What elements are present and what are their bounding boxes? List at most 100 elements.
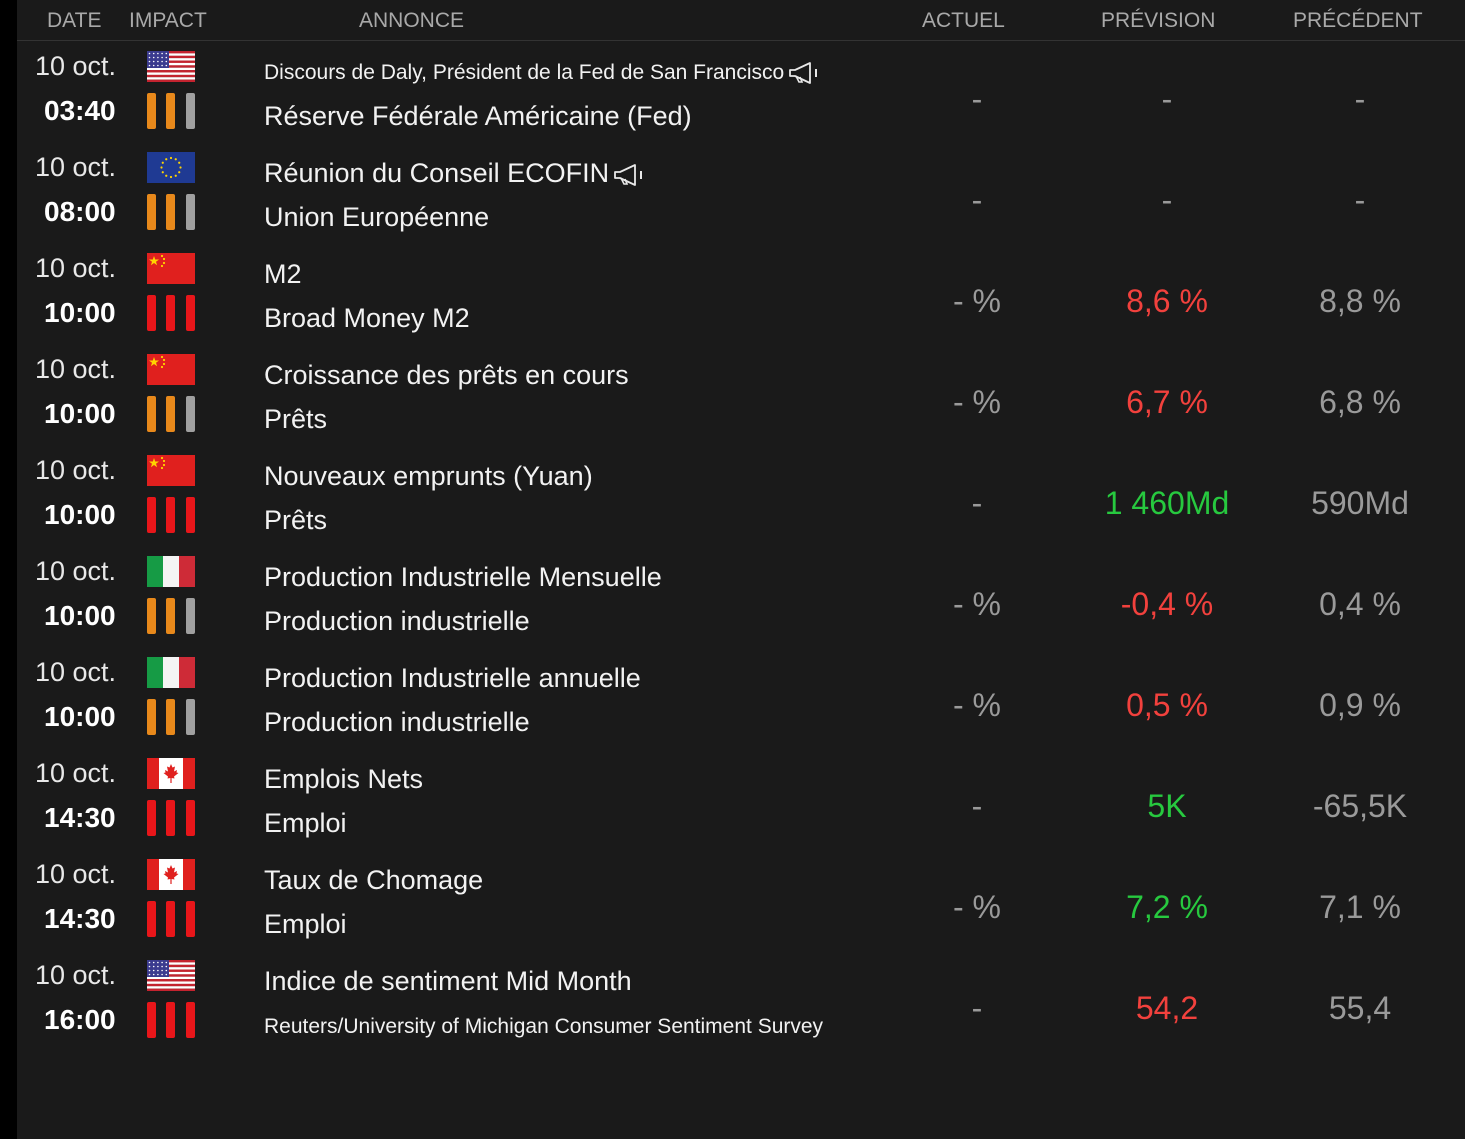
impact-bar xyxy=(166,699,175,735)
prevision-value: 1 460Md xyxy=(1104,485,1230,521)
event-time: 14:30 xyxy=(44,903,116,934)
precedent-value: 55,4 xyxy=(1328,990,1392,1026)
prevision-value: - xyxy=(1161,81,1173,117)
event-time: 10:00 xyxy=(44,297,116,328)
event-category: Prêts xyxy=(264,505,328,535)
actuel-value: - xyxy=(971,485,983,521)
impact-bar xyxy=(186,497,195,533)
eu-flag-icon xyxy=(147,152,195,183)
event-row[interactable]: 10 oct. 14:30 Taux de Chomage Emploi - % 7,2 … xyxy=(17,857,1465,958)
impact-bar xyxy=(147,699,156,735)
impact-bar xyxy=(186,1002,195,1038)
event-title: Discours de Daly, Président de la Fed de… xyxy=(264,61,824,85)
event-row[interactable]: 10 oct. 03:40 Discours de Daly, Président … xyxy=(17,49,1465,150)
impact-indicator xyxy=(147,295,195,331)
impact-bar xyxy=(147,901,156,937)
impact-bar xyxy=(166,295,175,331)
event-row[interactable]: 10 oct. 10:00 Production Industrielle annu… xyxy=(17,655,1465,756)
event-title: Réunion du Conseil ECOFIN xyxy=(264,158,649,189)
precedent-value: 7,1 % xyxy=(1319,889,1401,925)
table-header: DATE IMPACT ANNONCE ACTUEL PRÉVISION PRÉ… xyxy=(17,0,1465,41)
impact-indicator xyxy=(147,800,195,836)
actuel-value: - xyxy=(971,81,983,117)
event-date: 10 oct. xyxy=(35,758,117,788)
impact-bar xyxy=(147,396,156,432)
actuel-value: - % xyxy=(953,687,1001,723)
precedent-value: - xyxy=(1354,182,1366,218)
event-time: 10:00 xyxy=(44,600,116,631)
event-row[interactable]: 10 oct. 08:00 Réunion du Conseil ECOFIN Uni… xyxy=(17,150,1465,251)
event-row[interactable]: 10 oct. 14:30 Emplois Nets Emploi - 5K -65,5K xyxy=(17,756,1465,857)
event-time: 10:00 xyxy=(44,701,116,732)
header-date: DATE xyxy=(47,9,102,32)
impact-bar xyxy=(166,93,175,129)
event-row[interactable]: 10 oct. 10:00 Croissance des prêts en cour… xyxy=(17,352,1465,453)
impact-bar xyxy=(147,1002,156,1038)
event-category: Union Européenne xyxy=(264,202,490,232)
impact-bar xyxy=(147,598,156,634)
event-date: 10 oct. xyxy=(35,556,117,586)
event-title-text: Emplois Nets xyxy=(264,764,424,794)
event-title-text: Nouveaux emprunts (Yuan) xyxy=(264,461,593,491)
prevision-value: 7,2 % xyxy=(1126,889,1208,925)
event-title: Emplois Nets xyxy=(264,764,423,795)
event-category: Reuters/University of Michigan Consumer … xyxy=(264,1015,824,1038)
event-title-text: Réunion du Conseil ECOFIN xyxy=(264,158,610,188)
precedent-value: 0,4 % xyxy=(1319,586,1401,622)
impact-bar xyxy=(186,93,195,129)
megaphone-icon xyxy=(789,62,818,85)
impact-bar xyxy=(147,295,156,331)
header-precedent: PRÉCÉDENT xyxy=(1293,9,1423,32)
event-time: 10:00 xyxy=(44,398,116,429)
event-date: 10 oct. xyxy=(35,960,117,990)
event-title: Taux de Chomage xyxy=(264,865,483,896)
impact-bar xyxy=(166,598,175,634)
event-date: 10 oct. xyxy=(35,253,117,283)
actuel-value: - % xyxy=(953,283,1001,319)
actuel-value: - xyxy=(971,788,983,824)
event-time: 08:00 xyxy=(44,196,116,227)
event-date: 10 oct. xyxy=(35,455,117,485)
china-flag-icon xyxy=(147,354,195,385)
event-category: Emploi xyxy=(264,909,347,939)
impact-indicator xyxy=(147,699,195,735)
italy-flag-icon xyxy=(147,556,195,587)
event-row[interactable]: 10 oct. 16:00 Indice de sentiment Mid Mont… xyxy=(17,958,1465,1059)
impact-bar xyxy=(166,497,175,533)
impact-bar xyxy=(166,1002,175,1038)
event-category: Emploi xyxy=(264,808,347,838)
event-title-text: Production Industrielle Mensuelle xyxy=(264,562,662,592)
precedent-value: 8,8 % xyxy=(1319,283,1401,319)
event-title-text: M2 xyxy=(264,259,302,289)
canada-flag-icon xyxy=(147,859,195,890)
prevision-value: 0,5 % xyxy=(1126,687,1208,723)
precedent-value: 590Md xyxy=(1311,485,1409,521)
impact-bar xyxy=(186,901,195,937)
italy-flag-icon xyxy=(147,657,195,688)
prevision-value: 8,6 % xyxy=(1126,283,1208,319)
event-date: 10 oct. xyxy=(35,657,117,687)
header-annonce: ANNONCE xyxy=(359,9,465,32)
china-flag-icon xyxy=(147,253,195,284)
impact-indicator xyxy=(147,497,195,533)
precedent-value: 0,9 % xyxy=(1319,687,1401,723)
event-date: 10 oct. xyxy=(35,51,117,81)
event-title-text: Production Industrielle annuelle xyxy=(264,663,641,693)
event-row[interactable]: 10 oct. 10:00 Production Industrielle Mens… xyxy=(17,554,1465,655)
impact-bar xyxy=(186,396,195,432)
impact-indicator xyxy=(147,598,195,634)
prevision-value: 5K xyxy=(1147,788,1187,824)
actuel-value: - xyxy=(971,990,983,1026)
event-title: Nouveaux emprunts (Yuan) xyxy=(264,461,593,492)
event-title-text: Discours de Daly, Président de la Fed de… xyxy=(264,61,785,84)
actuel-value: - % xyxy=(953,384,1001,420)
precedent-value: - xyxy=(1354,81,1366,117)
prevision-value: - xyxy=(1161,182,1173,218)
header-prevision: PRÉVISION xyxy=(1101,9,1216,32)
event-date: 10 oct. xyxy=(35,354,117,384)
event-title: Production Industrielle annuelle xyxy=(264,663,641,694)
megaphone-icon xyxy=(614,163,643,186)
event-category: Production industrielle xyxy=(264,707,530,737)
event-row[interactable]: 10 oct. 10:00 M2 Broad Money M2 - % 8,6 % 8,8 … xyxy=(17,251,1465,352)
event-row[interactable]: 10 oct. 10:00 Nouveaux emprunts (Yuan) Prêt… xyxy=(17,453,1465,554)
